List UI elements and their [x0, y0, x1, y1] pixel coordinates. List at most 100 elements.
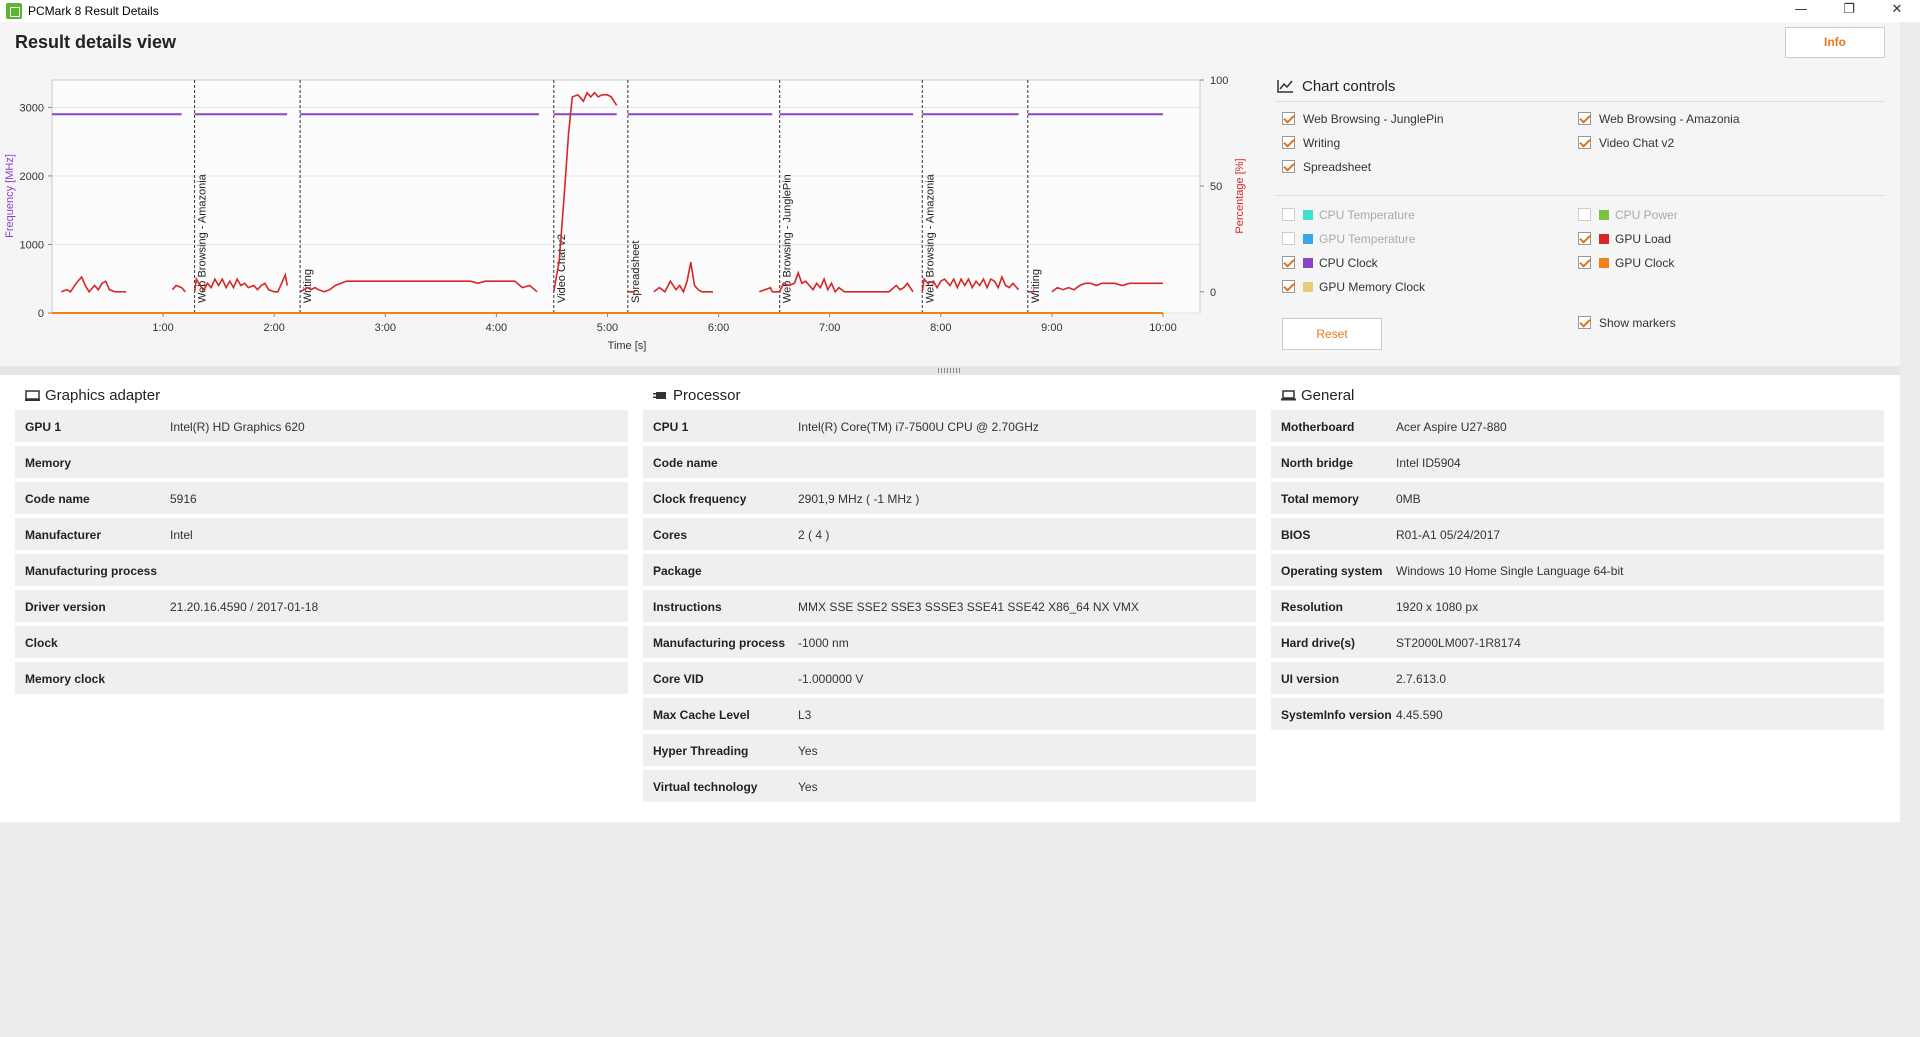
info-row: Total memory 0MB: [1271, 482, 1884, 516]
checkbox-label: CPU Temperature: [1319, 208, 1415, 222]
info-row-value: -1.000000 V: [798, 672, 864, 686]
info-row: Memory clock: [15, 662, 628, 696]
info-row-key: Code name: [653, 456, 718, 470]
info-row-key: GPU 1: [25, 420, 62, 434]
chart-controls-title: Chart controls: [1302, 78, 1396, 95]
metric-checkbox[interactable]: GPU Load: [1578, 230, 1858, 248]
checkbox-unchecked-icon: [1282, 208, 1295, 221]
x-tick-label: 3:00: [375, 322, 396, 334]
workload-checkbox[interactable]: Web Browsing - JunglePin: [1282, 110, 1562, 128]
info-row: Clock: [15, 626, 628, 660]
laptop-icon: [1281, 390, 1296, 401]
info-row: UI version 2.7.613.0: [1271, 662, 1884, 696]
workload-marker-label: Video Chat v2: [556, 234, 568, 303]
y-right-axis-label: Percentage [%]: [1234, 158, 1246, 233]
x-tick-label: 7:00: [819, 322, 840, 334]
page-title: Result details view: [15, 32, 177, 52]
checkbox-checked-icon[interactable]: [1578, 316, 1591, 329]
processor-chip-icon: [653, 392, 666, 399]
checkbox-checked-icon[interactable]: [1282, 112, 1295, 125]
info-row: Code name 5916: [15, 482, 628, 516]
checkbox-checked-icon[interactable]: [1578, 112, 1591, 125]
info-row-value: 2 ( 4 ): [798, 528, 830, 542]
info-row-value: 2901,9 MHz ( -1 MHz ): [798, 492, 920, 506]
checkbox-checked-icon[interactable]: [1282, 160, 1295, 173]
info-row: North bridge Intel ID5904: [1271, 446, 1884, 480]
performance-chart[interactable]: 0 1000 2000 3000 0 50 100 1:00 2:00 3:00 4:00 5:00 6…: [0, 62, 1270, 366]
info-row-key: Memory clock: [25, 672, 106, 686]
y-right-tick-label: 100: [1210, 75, 1228, 87]
checkbox-label: CPU Clock: [1319, 256, 1378, 270]
color-swatch: [1599, 210, 1609, 220]
checkbox-checked-icon[interactable]: [1282, 136, 1295, 149]
splitter-grip-icon[interactable]: [938, 368, 962, 373]
info-button[interactable]: Info: [1785, 27, 1885, 58]
minimize-button[interactable]: —: [1794, 2, 1808, 17]
checkbox-checked-icon[interactable]: [1578, 136, 1591, 149]
info-row-key: Hard drive(s): [1281, 636, 1356, 650]
info-row-value: ST2000LM007-1R8174: [1396, 636, 1521, 650]
metric-checkbox[interactable]: CPU Clock: [1282, 254, 1562, 272]
system-info-area: Graphics adapter GPU 1 Intel(R) HD Graphi…: [0, 375, 1900, 822]
metric-checkbox[interactable]: GPU Memory Clock: [1282, 278, 1562, 296]
workload-checkbox[interactable]: Video Chat v2: [1578, 134, 1858, 152]
checkbox-checked-icon[interactable]: [1578, 256, 1591, 269]
checkbox-label: GPU Temperature: [1319, 232, 1416, 246]
info-row-key: Code name: [25, 492, 90, 506]
checkbox-label: GPU Memory Clock: [1319, 280, 1426, 294]
info-row-value: Yes: [798, 780, 818, 794]
info-row: Manufacturer Intel: [15, 518, 628, 552]
info-row-key: Hyper Threading: [653, 744, 749, 758]
checkbox-checked-icon[interactable]: [1282, 256, 1295, 269]
gpu-load-line: [193, 272, 288, 293]
checkbox-checked-icon[interactable]: [1578, 232, 1591, 245]
info-row-value: 1920 x 1080 px: [1396, 600, 1479, 614]
info-row: Memory: [15, 446, 628, 480]
close-button[interactable]: ✕: [1891, 2, 1903, 17]
info-row-value: 4.45.590: [1396, 708, 1443, 722]
info-row: Code name: [643, 446, 1256, 480]
plot-area: [51, 79, 1201, 314]
metric-checkbox[interactable]: GPU Clock: [1578, 254, 1858, 272]
monitor-icon: [25, 390, 40, 401]
info-row-key: BIOS: [1281, 528, 1311, 542]
y-right-tick-label: 50: [1210, 181, 1222, 193]
workload-marker-label: Web Browsing - Amazonia: [924, 173, 936, 303]
checkbox-label: Web Browsing - Amazonia: [1599, 112, 1740, 126]
info-row-key: Manufacturing process: [653, 636, 786, 650]
info-row-key: Cores: [653, 528, 688, 542]
metric-checkbox: CPU Power: [1578, 206, 1858, 224]
info-row-key: North bridge: [1281, 456, 1353, 470]
checkbox-unchecked-icon: [1282, 232, 1295, 245]
color-swatch: [1303, 234, 1313, 244]
x-tick-label: 4:00: [486, 322, 507, 334]
workload-checkbox[interactable]: Spreadsheet: [1282, 158, 1562, 176]
info-row: Operating system Windows 10 Home Single L…: [1271, 554, 1884, 588]
panel-splitter[interactable]: [0, 366, 1900, 375]
gpu-load-line: [653, 262, 713, 294]
y-right-tick-label: 0: [1210, 287, 1216, 299]
show-markers-checkbox[interactable]: Show markers: [1578, 314, 1858, 332]
info-row-key: Package: [653, 564, 702, 578]
info-row-value: 2.7.613.0: [1396, 672, 1447, 686]
workload-checkbox[interactable]: Writing: [1282, 134, 1562, 152]
workload-marker-label: Writing: [1030, 269, 1042, 303]
processor-title: Processor: [673, 387, 741, 404]
checkbox-label: Web Browsing - JunglePin: [1303, 112, 1444, 126]
reset-button[interactable]: Reset: [1282, 318, 1382, 350]
workload-checkbox[interactable]: Web Browsing - Amazonia: [1578, 110, 1858, 128]
checkbox-label: Spreadsheet: [1303, 160, 1372, 174]
metric-checkbox: CPU Temperature: [1282, 206, 1562, 224]
metric-checkbox: GPU Temperature: [1282, 230, 1562, 248]
info-row-key: Virtual technology: [653, 780, 758, 794]
gpu-load-line: [61, 275, 127, 294]
checkbox-label: GPU Clock: [1615, 256, 1675, 270]
info-row: Package: [643, 554, 1256, 588]
general-title: General: [1301, 387, 1355, 404]
info-row-value: 21.20.16.4590 / 2017-01-18: [170, 600, 319, 614]
gpu-load-line: [171, 284, 186, 293]
info-row: Resolution 1920 x 1080 px: [1271, 590, 1884, 624]
checkbox-checked-icon[interactable]: [1282, 280, 1295, 293]
maximize-button[interactable]: ❐: [1843, 2, 1855, 17]
checkbox-label: GPU Load: [1615, 232, 1672, 246]
